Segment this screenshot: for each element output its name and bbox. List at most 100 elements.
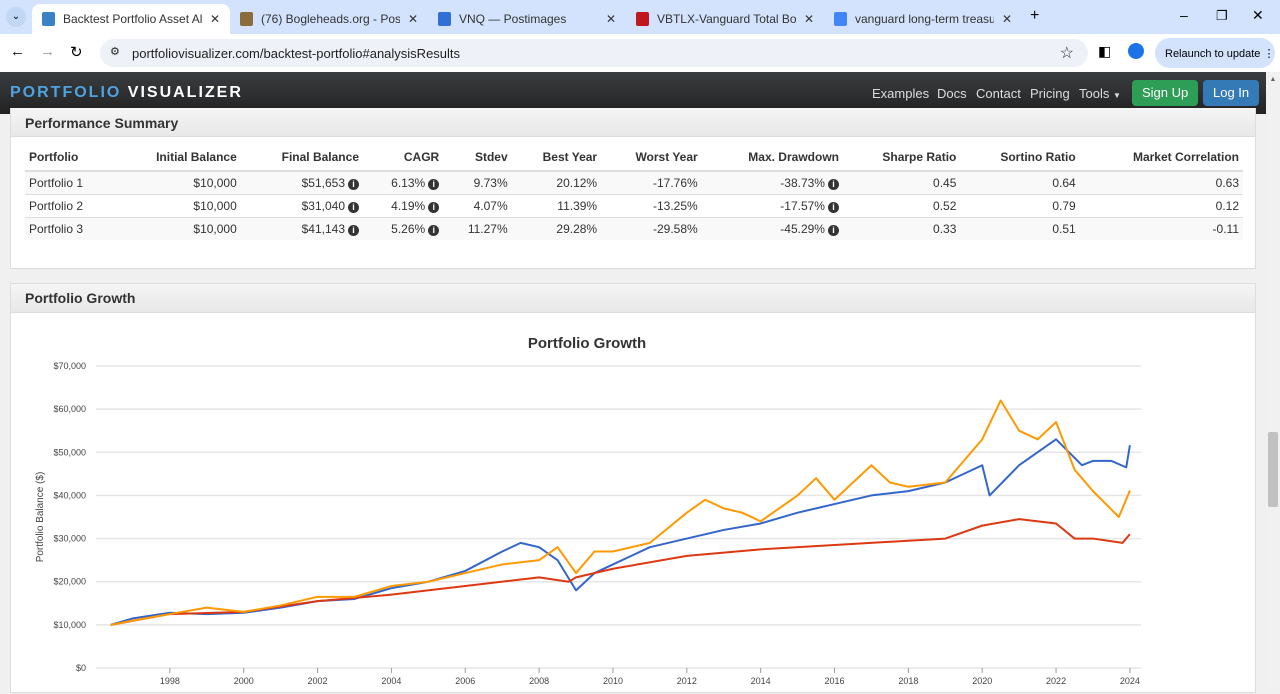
table-row: Portfolio 2 $10,000 $31,040 i 4.19% i 4.07% 11.… bbox=[25, 194, 1243, 218]
relaunch-button[interactable]: Relaunch to update ⋮ bbox=[1155, 38, 1275, 68]
nav-examples[interactable]: Examples bbox=[872, 86, 930, 101]
tools-label: Tools bbox=[1079, 86, 1110, 101]
cell-value: 0.51 bbox=[1052, 222, 1076, 236]
info-icon[interactable]: i bbox=[827, 179, 839, 190]
browser-tab[interactable]: Backtest Portfolio Asset Allocation ✕ bbox=[32, 4, 230, 34]
cell-value: 9.73% bbox=[473, 176, 508, 190]
cell-value: 29.28% bbox=[556, 222, 598, 236]
table-row: Portfolio 1 $10,000 $51,653 i 6.13% i 9.73% 20.… bbox=[25, 170, 1243, 195]
bookmark-star-icon[interactable]: ☆ bbox=[1059, 45, 1074, 62]
browser-tab[interactable]: vanguard long-term treasury index ✕ bbox=[824, 4, 1022, 34]
profile-avatar[interactable] bbox=[1128, 43, 1144, 59]
login-button[interactable]: Log In bbox=[1203, 80, 1260, 106]
nav-pricing[interactable]: Pricing bbox=[1030, 86, 1070, 101]
x-tick-label: 2012 bbox=[677, 676, 697, 686]
side-panel-icon[interactable]: ◧ bbox=[1098, 43, 1112, 59]
scrollbar[interactable]: ▲ bbox=[1266, 72, 1280, 688]
cell-value: $51,653 bbox=[301, 176, 345, 190]
close-tab-icon[interactable]: ✕ bbox=[209, 12, 220, 26]
info-icon[interactable]: i bbox=[348, 225, 359, 236]
y-tick-label: $40,000 bbox=[53, 490, 86, 500]
info-icon[interactable]: i bbox=[428, 225, 440, 236]
info-icon[interactable]: i bbox=[827, 225, 839, 236]
tab-title: VBTLX-Vanguard Total Bond Market bbox=[656, 12, 796, 26]
x-tick-label: 2002 bbox=[308, 676, 328, 686]
cell-value: -29.58% bbox=[653, 222, 698, 236]
y-tick-label: $10,000 bbox=[53, 620, 86, 630]
column-header: Sharpe Ratio bbox=[842, 144, 961, 172]
back-icon[interactable]: ← bbox=[10, 43, 25, 60]
signup-button[interactable]: Sign Up bbox=[1132, 80, 1199, 106]
close-tab-icon[interactable]: ✕ bbox=[1001, 12, 1012, 26]
cell-value: $41,143 bbox=[301, 222, 345, 236]
tab-search-button[interactable]: ⌄ bbox=[6, 7, 26, 27]
table-cell: -0.11 bbox=[1079, 217, 1243, 240]
series-line-portfolio-1 bbox=[110, 438, 1131, 626]
table-cell: -38.73% i bbox=[701, 170, 843, 195]
x-tick-label: 2006 bbox=[455, 676, 475, 686]
table-cell: 0.63 bbox=[1079, 170, 1243, 195]
new-tab-button[interactable]: + bbox=[1030, 7, 1040, 24]
browser-tab[interactable]: (76) Bogleheads.org - Post a reply ✕ bbox=[230, 4, 428, 34]
url-text: portfoliovisualizer.com/backtest-portfol… bbox=[132, 46, 461, 61]
forward-icon[interactable]: → bbox=[40, 43, 55, 60]
portfolio-visualizer-favicon bbox=[42, 12, 55, 26]
info-icon[interactable]: i bbox=[428, 179, 440, 190]
table-cell: Portfolio 2 bbox=[25, 194, 114, 218]
minimize-button[interactable]: – bbox=[1180, 7, 1188, 23]
cell-value: 0.79 bbox=[1052, 199, 1076, 213]
column-header: Final Balance bbox=[240, 144, 363, 172]
cell-value: 0.63 bbox=[1215, 176, 1239, 190]
table-cell: 0.64 bbox=[960, 170, 1080, 195]
cell-value: 0.52 bbox=[933, 199, 957, 213]
chart-title: Portfolio Growth bbox=[528, 335, 646, 352]
panel-title: Portfolio Growth bbox=[11, 284, 1255, 313]
close-window-button[interactable]: ✕ bbox=[1252, 7, 1264, 23]
table-cell: 29.28% bbox=[511, 217, 602, 240]
brand-part-2: VISUALIZER bbox=[127, 84, 243, 101]
table-cell: 11.39% bbox=[511, 194, 602, 218]
x-tick-label: 2010 bbox=[603, 676, 623, 686]
browser-tab[interactable]: VNQ — Postimages ✕ bbox=[428, 4, 626, 34]
cell-value: 0.45 bbox=[933, 176, 957, 190]
postimages-favicon bbox=[438, 12, 451, 26]
info-icon[interactable]: i bbox=[348, 179, 359, 190]
x-tick-label: 2016 bbox=[825, 676, 845, 686]
table-cell: 0.45 bbox=[842, 170, 961, 195]
close-tab-icon[interactable]: ✕ bbox=[605, 12, 616, 26]
x-tick-label: 1998 bbox=[160, 676, 180, 686]
table-cell: -45.29% i bbox=[701, 217, 843, 240]
browser-tab[interactable]: VBTLX-Vanguard Total Bond Market ✕ bbox=[626, 4, 824, 34]
nav-docs[interactable]: Docs bbox=[937, 86, 967, 101]
y-tick-label: $30,000 bbox=[53, 534, 86, 544]
close-tab-icon[interactable]: ✕ bbox=[803, 12, 814, 26]
tab-title: vanguard long-term treasury index bbox=[854, 12, 994, 26]
toolbar: ← → ↻ ⚙ portfoliovisualizer.com/backtest… bbox=[0, 34, 1280, 72]
site-logo[interactable]: PORTFOLIO VISUALIZER bbox=[10, 84, 243, 102]
google-favicon bbox=[834, 12, 847, 26]
info-icon[interactable]: i bbox=[348, 202, 359, 213]
cell-value: -17.57% bbox=[780, 199, 825, 213]
site-info-icon[interactable]: ⚙ bbox=[110, 46, 120, 58]
cell-value: 4.19% bbox=[391, 199, 426, 213]
series-line-portfolio-2 bbox=[110, 518, 1131, 626]
address-bar[interactable]: ⚙ portfoliovisualizer.com/backtest-portf… bbox=[100, 39, 1088, 67]
tab-title: VNQ — Postimages bbox=[458, 12, 567, 26]
scrollbar-thumb[interactable] bbox=[1268, 432, 1278, 507]
reload-icon[interactable]: ↻ bbox=[70, 44, 83, 61]
info-icon[interactable]: i bbox=[428, 202, 440, 213]
table-cell: $10,000 bbox=[113, 194, 241, 218]
x-tick-label: 2014 bbox=[751, 676, 771, 686]
cell-value: $10,000 bbox=[193, 199, 237, 213]
tab-strip: ⌄ Backtest Portfolio Asset Allocation✕(7… bbox=[0, 0, 1280, 34]
maximize-button[interactable]: ❐ bbox=[1216, 8, 1228, 23]
cell-value: -45.29% bbox=[780, 222, 825, 236]
column-header: CAGR bbox=[363, 144, 444, 172]
nav-contact[interactable]: Contact bbox=[976, 86, 1021, 101]
cell-value: Portfolio 3 bbox=[29, 222, 84, 236]
close-tab-icon[interactable]: ✕ bbox=[407, 12, 418, 26]
nav-tools[interactable]: Tools ▼ bbox=[1079, 86, 1121, 101]
cell-value: -13.25% bbox=[653, 199, 698, 213]
x-tick-label: 2024 bbox=[1120, 676, 1140, 686]
info-icon[interactable]: i bbox=[827, 202, 839, 213]
